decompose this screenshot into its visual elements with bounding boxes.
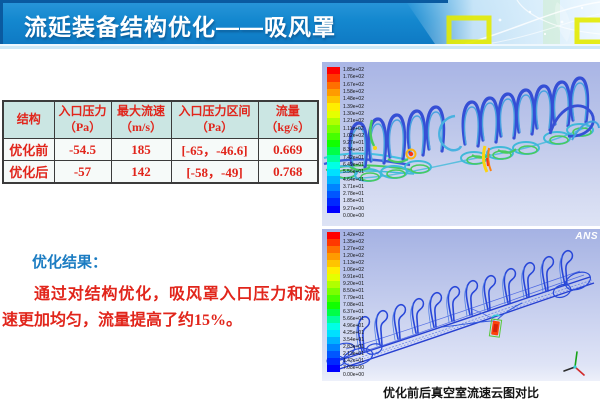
velocity-legend-after: 1.42e+02 1.35e+02 1.27e+02 1.20e+02 1.13e+02… (327, 232, 364, 379)
ansys-watermark: ANS (575, 231, 598, 242)
table-cell: 142 (110, 160, 172, 184)
table-row-after: 优化后 -57 142 [-58，-49] 0.768 (2, 160, 319, 184)
table-cell: 0.768 (257, 160, 319, 184)
optimization-results-table: 结构 入口压力 （Pa） 最大流速 （m/s） 入口压力区间 （Pa） 流量 （… (2, 100, 319, 184)
result-heading: 优化结果： (32, 255, 108, 271)
cfd-figure-before: 1.85e+02 1.76e+02 1.67e+02 1.58e+02 1.48e+02… (322, 62, 600, 226)
title-banner: 流延装备结构优化——吸风罩 (0, 0, 600, 44)
velocity-legend-before: 1.85e+02 1.76e+02 1.67e+02 1.58e+02 1.48e+02… (327, 67, 364, 220)
table-row-before: 优化前 -54.5 185 [-65，-46.6] 0.669 (2, 138, 319, 161)
cfd-figure-after: 1.42e+02 1.35e+02 1.27e+02 1.20e+02 1.13e+02… (322, 229, 600, 381)
table-cell: [-58，-49] (170, 160, 259, 184)
col-header-pressure-range: 入口压力区间 （Pa） (170, 100, 259, 139)
col-header-structure: 结构 (2, 100, 55, 139)
streamlines-after (326, 249, 595, 376)
col-header-inlet-pressure: 入口压力 （Pa） (53, 100, 112, 139)
banner-decoration (405, 0, 600, 44)
banner-top-strip (0, 0, 448, 3)
table-cell: 优化后 (2, 160, 55, 184)
figure-caption: 优化前后真空室流速云图对比 (382, 386, 539, 400)
result-paragraph: 通过对结构优化，吸风罩入口压力和流速更加均匀，流量提高了约15%。 (2, 286, 320, 329)
table-cell: 优化前 (2, 138, 55, 161)
table-header-row: 结构 入口压力 （Pa） 最大流速 （m/s） 入口压力区间 （Pa） 流量 （… (2, 100, 319, 139)
table-cell: -54.5 (53, 138, 112, 161)
banner-separator-blue (0, 46, 600, 49)
col-header-max-velocity: 最大流速 （m/s） (110, 100, 172, 139)
axis-triad-icon (563, 351, 585, 376)
table-cell: [-65，-46.6] (170, 138, 259, 161)
col-header-flow-rate: 流量 （kg/s） (257, 100, 319, 139)
slide-title: 流延装备结构优化——吸风罩 (24, 14, 336, 40)
table-cell: -57 (53, 160, 112, 184)
banner-separator-white (0, 44, 600, 46)
table-cell: 0.669 (257, 138, 319, 161)
table-cell: 185 (110, 138, 172, 161)
banner-left-strip (0, 0, 3, 44)
